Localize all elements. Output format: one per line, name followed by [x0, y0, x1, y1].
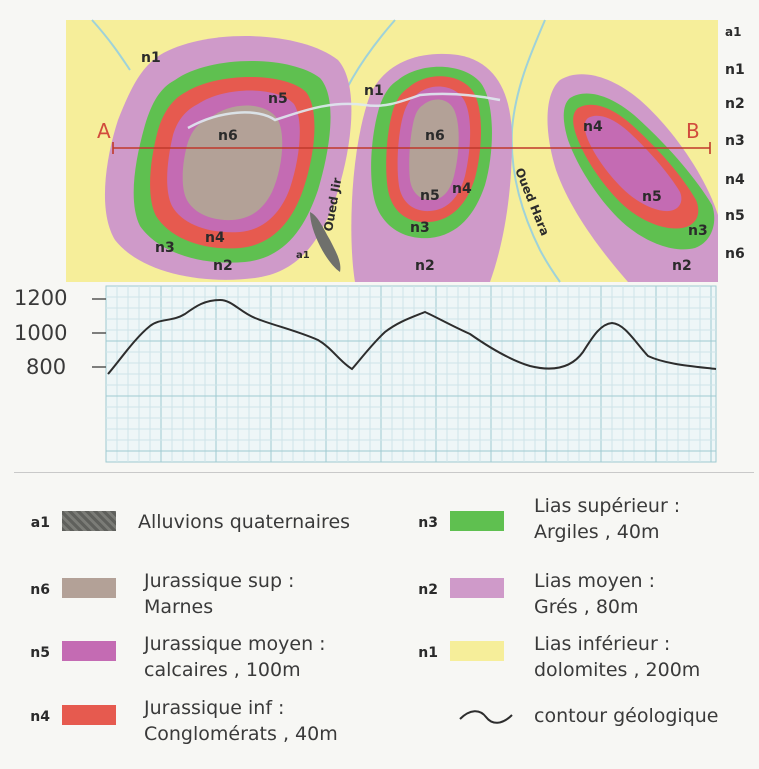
point-b-label: B: [686, 119, 700, 143]
legend-item-n3: n3 Lias supérieur : Argiles , 40m: [402, 495, 752, 575]
map-label-n3-middle: n3: [410, 220, 430, 236]
side-code-n6: n6: [725, 246, 745, 262]
legend-code-n3: n3: [418, 515, 438, 531]
legend-line: Lias supérieur :: [534, 495, 681, 517]
legend-code-n6: n6: [30, 582, 50, 598]
legend-line: calcaires , 100m: [144, 659, 301, 681]
map-label-n6-left: n6: [218, 128, 238, 144]
legend-code-n2: n2: [418, 582, 438, 598]
side-code-n5: n5: [725, 208, 745, 224]
side-code-n3: n3: [725, 133, 745, 149]
map-label-n1-middle: n1: [364, 83, 384, 99]
legend-line: Jurassique moyen :: [144, 633, 326, 655]
side-code-n4: n4: [725, 172, 745, 188]
side-code-n2: n2: [725, 96, 745, 112]
legend-item-contour: contour géologique: [402, 705, 752, 769]
legend-line: Lias inférieur :: [534, 633, 671, 655]
alluvium-a1-patch: [310, 212, 341, 272]
topographic-profile-line: [107, 298, 717, 375]
map-label-n4-middle: n4: [452, 181, 472, 197]
legend: a1 Alluvions quaternaires n6 Jurassique …: [14, 472, 754, 753]
legend-text-n5: Jurassique moyen : calcaires , 100m: [144, 631, 326, 683]
outcrop-middle-n6: [409, 99, 459, 200]
river-bed-oued-hara: [510, 19, 561, 283]
profile-grid: [106, 286, 716, 462]
legend-text-n6: Jurassique sup : Marnes: [144, 568, 294, 620]
legend-line: Lias moyen :: [534, 570, 655, 592]
legend-line: Alluvions quaternaires: [138, 511, 351, 533]
legend-item-n2: n2 Lias moyen : Grés , 80m: [402, 570, 752, 642]
legend-swatch-n5: [62, 641, 116, 661]
side-code-a1: a1: [725, 25, 741, 39]
profile-tick-800: 800: [26, 355, 66, 379]
legend-line: Jurassique inf :: [144, 697, 285, 719]
map-label-n3-right: n3: [688, 223, 708, 239]
legend-line: Marnes: [144, 596, 214, 618]
outcrop-boundary-trace: [187, 92, 501, 130]
map-label-n6-middle: n6: [425, 128, 445, 144]
map-label-n5-middle: n5: [420, 188, 440, 204]
legend-code-a1: a1: [30, 515, 50, 531]
legend-item-n1: n1 Lias inférieur : dolomites , 200m: [402, 633, 752, 705]
legend-swatch-n6: [62, 578, 116, 598]
legend-swatch-n4: [62, 705, 116, 725]
legend-line: contour géologique: [534, 705, 719, 727]
profile-tick-1200: 1200: [14, 286, 67, 310]
map-label-n2-left: n2: [213, 258, 233, 274]
legend-code-n5: n5: [30, 645, 50, 661]
profile-tick-1000: 1000: [14, 321, 67, 345]
contour-line-icon: [459, 710, 513, 724]
legend-line: Conglomérats , 40m: [144, 723, 338, 745]
legend-swatch-n2: [450, 578, 504, 598]
legend-text-n4: Jurassique inf : Conglomérats , 40m: [144, 695, 338, 747]
legend-item-n5: n5 Jurassique moyen : calcaires , 100m: [14, 633, 374, 705]
legend-code-n1: n1: [418, 645, 438, 661]
outcrop-middle: [351, 53, 512, 283]
map-label-n1-left: n1: [141, 50, 161, 66]
river-bed-left: [91, 19, 131, 71]
map-label-a1-alluvium: a1: [296, 250, 310, 261]
map-label-n5-right: n5: [642, 189, 662, 205]
legend-item-n6: n6 Jurassique sup : Marnes: [14, 570, 374, 642]
legend-text-contour: contour géologique: [534, 703, 719, 729]
legend-item-n4: n4 Jurassique inf : Conglomérats , 40m: [14, 697, 374, 769]
legend-line: Grés , 80m: [534, 596, 639, 618]
legend-line: dolomites , 200m: [534, 659, 701, 681]
legend-text-n3: Lias supérieur : Argiles , 40m: [534, 493, 680, 545]
map-and-profile: A B Oued Jir Oued Hara n1 n1 n5 n6 n4 n3…: [14, 19, 745, 463]
map-label-n4-right: n4: [583, 119, 603, 135]
map-label-n2-middle: n2: [415, 258, 435, 274]
outcrop-right-n5: [584, 115, 682, 212]
legend-swatch-n3: [450, 511, 504, 531]
map-label-n2-right: n2: [672, 258, 692, 274]
legend-swatch-a1: [62, 511, 116, 531]
side-code-n1: n1: [725, 62, 745, 78]
point-a-label: A: [97, 119, 111, 143]
map-label-n5-left: n5: [268, 91, 288, 107]
map-label-n3-left: n3: [155, 240, 175, 256]
map-label-n4-left: n4: [205, 230, 225, 246]
legend-item-a1: a1 Alluvions quaternaires: [14, 511, 374, 575]
legend-line: Argiles , 40m: [534, 521, 660, 543]
legend-code-n4: n4: [30, 709, 50, 725]
outcrop-right: [547, 74, 718, 282]
legend-swatch-n1: [450, 641, 504, 661]
legend-text-n1: Lias inférieur : dolomites , 200m: [534, 631, 700, 683]
outcrop-left-n6: [182, 105, 283, 221]
legend-line: Jurassique sup :: [144, 570, 295, 592]
legend-text-a1: Alluvions quaternaires: [138, 509, 350, 535]
legend-text-n2: Lias moyen : Grés , 80m: [534, 568, 655, 620]
